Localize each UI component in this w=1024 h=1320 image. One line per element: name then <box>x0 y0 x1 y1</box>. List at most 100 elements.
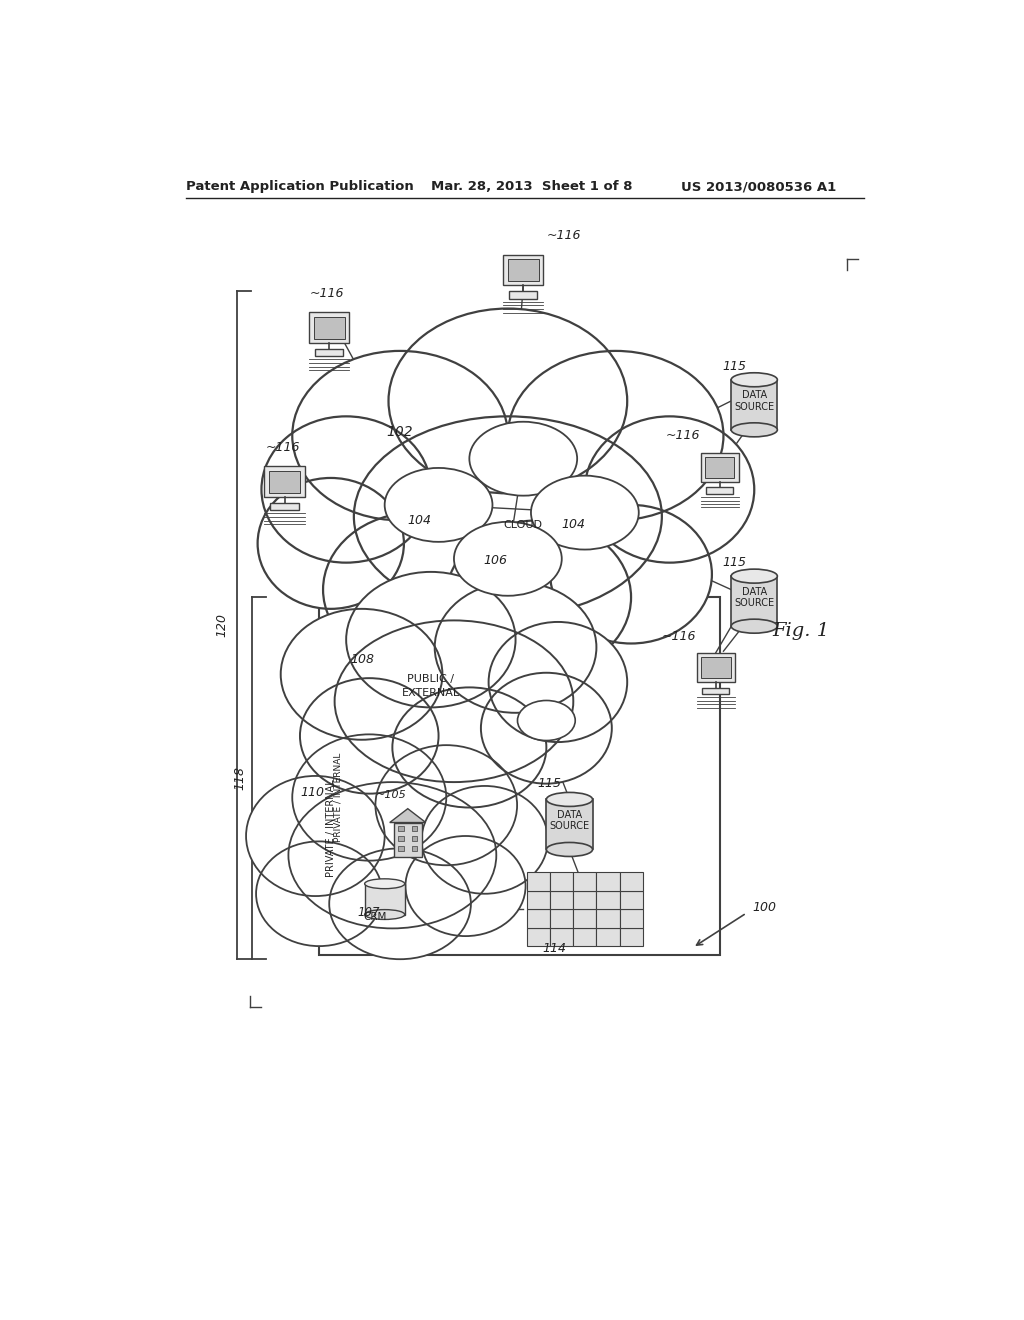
Ellipse shape <box>488 622 628 742</box>
Text: ~116: ~116 <box>547 230 581 243</box>
FancyBboxPatch shape <box>702 688 729 694</box>
Text: 115: 115 <box>722 360 745 374</box>
Ellipse shape <box>346 572 515 708</box>
FancyBboxPatch shape <box>731 576 777 626</box>
FancyBboxPatch shape <box>319 598 720 956</box>
Text: CLOUD: CLOUD <box>504 520 543 531</box>
Text: 115: 115 <box>538 777 561 791</box>
Ellipse shape <box>258 478 403 609</box>
Ellipse shape <box>406 836 525 936</box>
Text: 104: 104 <box>408 515 432 527</box>
Ellipse shape <box>731 619 777 634</box>
Ellipse shape <box>585 416 755 562</box>
Text: ~116: ~116 <box>662 630 696 643</box>
Text: DATA
SOURCE: DATA SOURCE <box>734 586 774 609</box>
Ellipse shape <box>365 879 404 888</box>
FancyBboxPatch shape <box>412 826 418 832</box>
Text: PRIVATE / INTERNAL: PRIVATE / INTERNAL <box>326 779 336 878</box>
FancyBboxPatch shape <box>596 873 620 891</box>
FancyBboxPatch shape <box>527 909 550 928</box>
Text: 108: 108 <box>350 653 374 665</box>
FancyBboxPatch shape <box>707 487 733 494</box>
FancyBboxPatch shape <box>315 348 343 356</box>
Ellipse shape <box>376 744 517 866</box>
Text: EXTERNAL: EXTERNAL <box>401 688 460 698</box>
Ellipse shape <box>354 416 662 616</box>
FancyBboxPatch shape <box>573 928 596 946</box>
FancyBboxPatch shape <box>700 657 731 678</box>
FancyBboxPatch shape <box>264 466 305 498</box>
FancyBboxPatch shape <box>620 873 643 891</box>
Text: CRM: CRM <box>364 912 387 921</box>
FancyBboxPatch shape <box>550 891 573 909</box>
Ellipse shape <box>365 909 404 920</box>
Text: 106: 106 <box>483 554 507 568</box>
Text: US 2013/0080536 A1: US 2013/0080536 A1 <box>681 181 837 194</box>
Ellipse shape <box>261 416 431 562</box>
FancyBboxPatch shape <box>573 909 596 928</box>
FancyBboxPatch shape <box>731 380 777 430</box>
FancyBboxPatch shape <box>412 836 418 841</box>
Ellipse shape <box>547 792 593 807</box>
FancyBboxPatch shape <box>313 317 345 339</box>
FancyBboxPatch shape <box>596 909 620 928</box>
Text: 110: 110 <box>300 785 324 799</box>
Ellipse shape <box>330 849 471 960</box>
FancyBboxPatch shape <box>527 873 550 891</box>
Ellipse shape <box>517 701 575 741</box>
FancyBboxPatch shape <box>547 800 593 850</box>
Ellipse shape <box>731 569 777 583</box>
Ellipse shape <box>292 351 508 520</box>
FancyBboxPatch shape <box>398 846 403 851</box>
FancyBboxPatch shape <box>412 846 418 851</box>
Text: 107: 107 <box>357 906 380 919</box>
FancyBboxPatch shape <box>398 836 403 841</box>
Ellipse shape <box>335 620 573 781</box>
FancyBboxPatch shape <box>527 891 550 909</box>
FancyBboxPatch shape <box>394 822 422 857</box>
Text: ~116: ~116 <box>666 429 700 442</box>
FancyBboxPatch shape <box>503 255 544 285</box>
Text: PUBLIC /: PUBLIC / <box>408 675 455 684</box>
Ellipse shape <box>281 609 442 739</box>
FancyBboxPatch shape <box>596 928 620 946</box>
FancyBboxPatch shape <box>550 873 573 891</box>
Ellipse shape <box>469 422 578 496</box>
FancyBboxPatch shape <box>596 891 620 909</box>
Text: 104: 104 <box>562 517 586 531</box>
Ellipse shape <box>731 372 777 387</box>
FancyBboxPatch shape <box>620 909 643 928</box>
Text: 115: 115 <box>722 557 745 569</box>
Ellipse shape <box>388 309 628 494</box>
FancyBboxPatch shape <box>705 457 734 478</box>
Ellipse shape <box>531 475 639 549</box>
FancyBboxPatch shape <box>573 891 596 909</box>
Ellipse shape <box>323 512 508 667</box>
Text: Fig. 1: Fig. 1 <box>772 622 829 640</box>
Ellipse shape <box>435 582 596 713</box>
Ellipse shape <box>256 841 382 946</box>
FancyBboxPatch shape <box>269 471 300 492</box>
Text: PRIVATE / INTERNAL: PRIVATE / INTERNAL <box>333 752 342 842</box>
FancyBboxPatch shape <box>696 653 735 682</box>
FancyBboxPatch shape <box>550 928 573 946</box>
Text: ~105: ~105 <box>376 789 407 800</box>
FancyBboxPatch shape <box>573 873 596 891</box>
FancyBboxPatch shape <box>270 503 299 511</box>
FancyBboxPatch shape <box>398 826 403 832</box>
Text: 120: 120 <box>215 612 228 638</box>
Text: 102: 102 <box>387 425 414 438</box>
FancyBboxPatch shape <box>309 313 349 343</box>
Ellipse shape <box>446 520 631 675</box>
Polygon shape <box>390 809 426 822</box>
FancyBboxPatch shape <box>620 928 643 946</box>
Ellipse shape <box>508 351 724 520</box>
FancyBboxPatch shape <box>509 292 538 298</box>
FancyBboxPatch shape <box>550 909 573 928</box>
Text: 112: 112 <box>326 578 349 591</box>
Text: 100: 100 <box>753 902 777 915</box>
Ellipse shape <box>385 469 493 543</box>
Text: Mar. 28, 2013  Sheet 1 of 8: Mar. 28, 2013 Sheet 1 of 8 <box>431 181 633 194</box>
Ellipse shape <box>731 422 777 437</box>
Ellipse shape <box>292 734 446 861</box>
